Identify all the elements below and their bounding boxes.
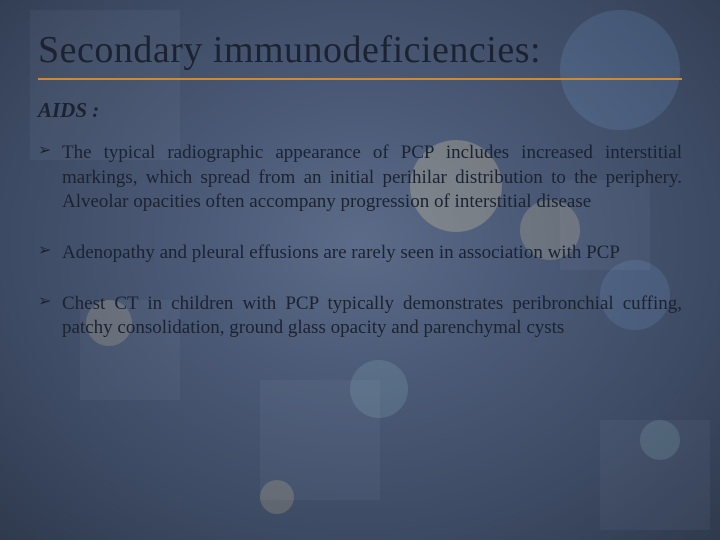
bg-circle [350, 360, 408, 418]
list-item: The typical radiographic appearance of P… [38, 141, 682, 215]
slide: Secondary immunodeficiencies: AIDS : The… [0, 0, 720, 540]
bg-circle [260, 480, 294, 514]
list-item: Chest CT in children with PCP typically … [38, 292, 682, 341]
content: Secondary immunodeficiencies: AIDS : The… [38, 28, 682, 341]
bg-circle [640, 420, 680, 460]
title-underline [38, 78, 682, 80]
bullet-list: The typical radiographic appearance of P… [38, 141, 682, 341]
subtitle: AIDS : [38, 98, 682, 123]
page-title: Secondary immunodeficiencies: [38, 28, 682, 72]
list-item: Adenopathy and pleural effusions are rar… [38, 241, 682, 266]
